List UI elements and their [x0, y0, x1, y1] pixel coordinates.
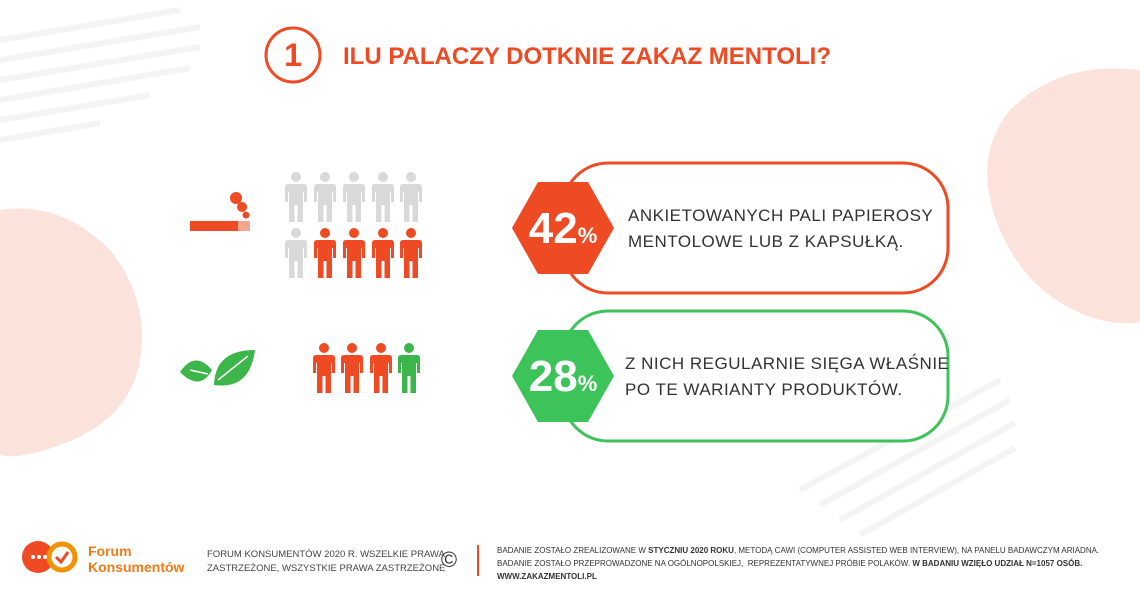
copyright-symbol: ©	[441, 547, 457, 572]
people-group	[285, 172, 422, 393]
method-link: WWW.ZAKAZMENTOLI.PL	[497, 572, 597, 581]
background-blob	[0, 208, 142, 457]
copyright-text: FORUM KONSUMENTÓW 2020 R. WSZELKIE PRAWA	[207, 549, 446, 560]
stat-hexagon	[512, 182, 614, 274]
text-segment: BADANIE ZOSTAŁO ZREALIZOWANE W	[497, 546, 648, 555]
stat-text: ANKIETOWANYCH PALI PAPIEROSY	[628, 206, 933, 225]
copyright-text: ZASTRZEŻONE, WSZYSTKIE PRAWA ZASTRZEŻONE	[207, 563, 445, 574]
logo-text: Konsumentów	[88, 559, 185, 575]
stat-frame	[561, 309, 950, 443]
background-blob	[987, 68, 1140, 324]
text-segment: W BADANIU WZIĘŁO UDZIAŁ N=1057 OSÓB.	[912, 559, 1082, 568]
stat-value: 42%	[529, 204, 598, 253]
stat-text: MENTOLOWE LUB Z KAPSUŁKĄ.	[628, 232, 904, 251]
logo-text: Forum	[88, 543, 132, 559]
text-segment: BADANIE ZOSTAŁO PRZEPROWADZONE NA OGÓLNO…	[497, 559, 912, 568]
text-segment: 28	[529, 352, 578, 401]
text-segment: , METODĄ CAWI (COMPUTER ASSISTED WEB INT…	[734, 546, 1099, 555]
mint-leaves-icon	[180, 350, 255, 386]
number-circle	[264, 26, 322, 84]
header-title: ILU PALACZY DOTKNIE ZAKAZ MENTOLI?	[343, 43, 831, 70]
stat-hexagon	[512, 330, 614, 422]
logo-icon	[22, 541, 78, 573]
stat-text: PO TE WARIANTY PRODUKTÓW.	[625, 380, 903, 399]
stat-text: Z NICH REGULARNIE SIĘGA WŁAŚNIE	[625, 354, 949, 373]
header-number: 1	[284, 37, 302, 73]
method-text: BADANIE ZOSTAŁO PRZEPROWADZONE NA OGÓLNO…	[497, 559, 1082, 568]
method-text: BADANIE ZOSTAŁO ZREALIZOWANE W STYCZNIU …	[497, 546, 1099, 555]
stat-value: 28%	[529, 352, 598, 401]
cigarette-icon	[190, 192, 250, 231]
text-segment: %	[578, 371, 598, 396]
background-stripes	[0, 7, 1017, 538]
text-segment: %	[578, 223, 598, 248]
text-segment: 42	[529, 204, 578, 253]
text-segment: STYCZNIU 2020 ROKU	[648, 546, 734, 555]
stat-frame	[561, 161, 950, 295]
